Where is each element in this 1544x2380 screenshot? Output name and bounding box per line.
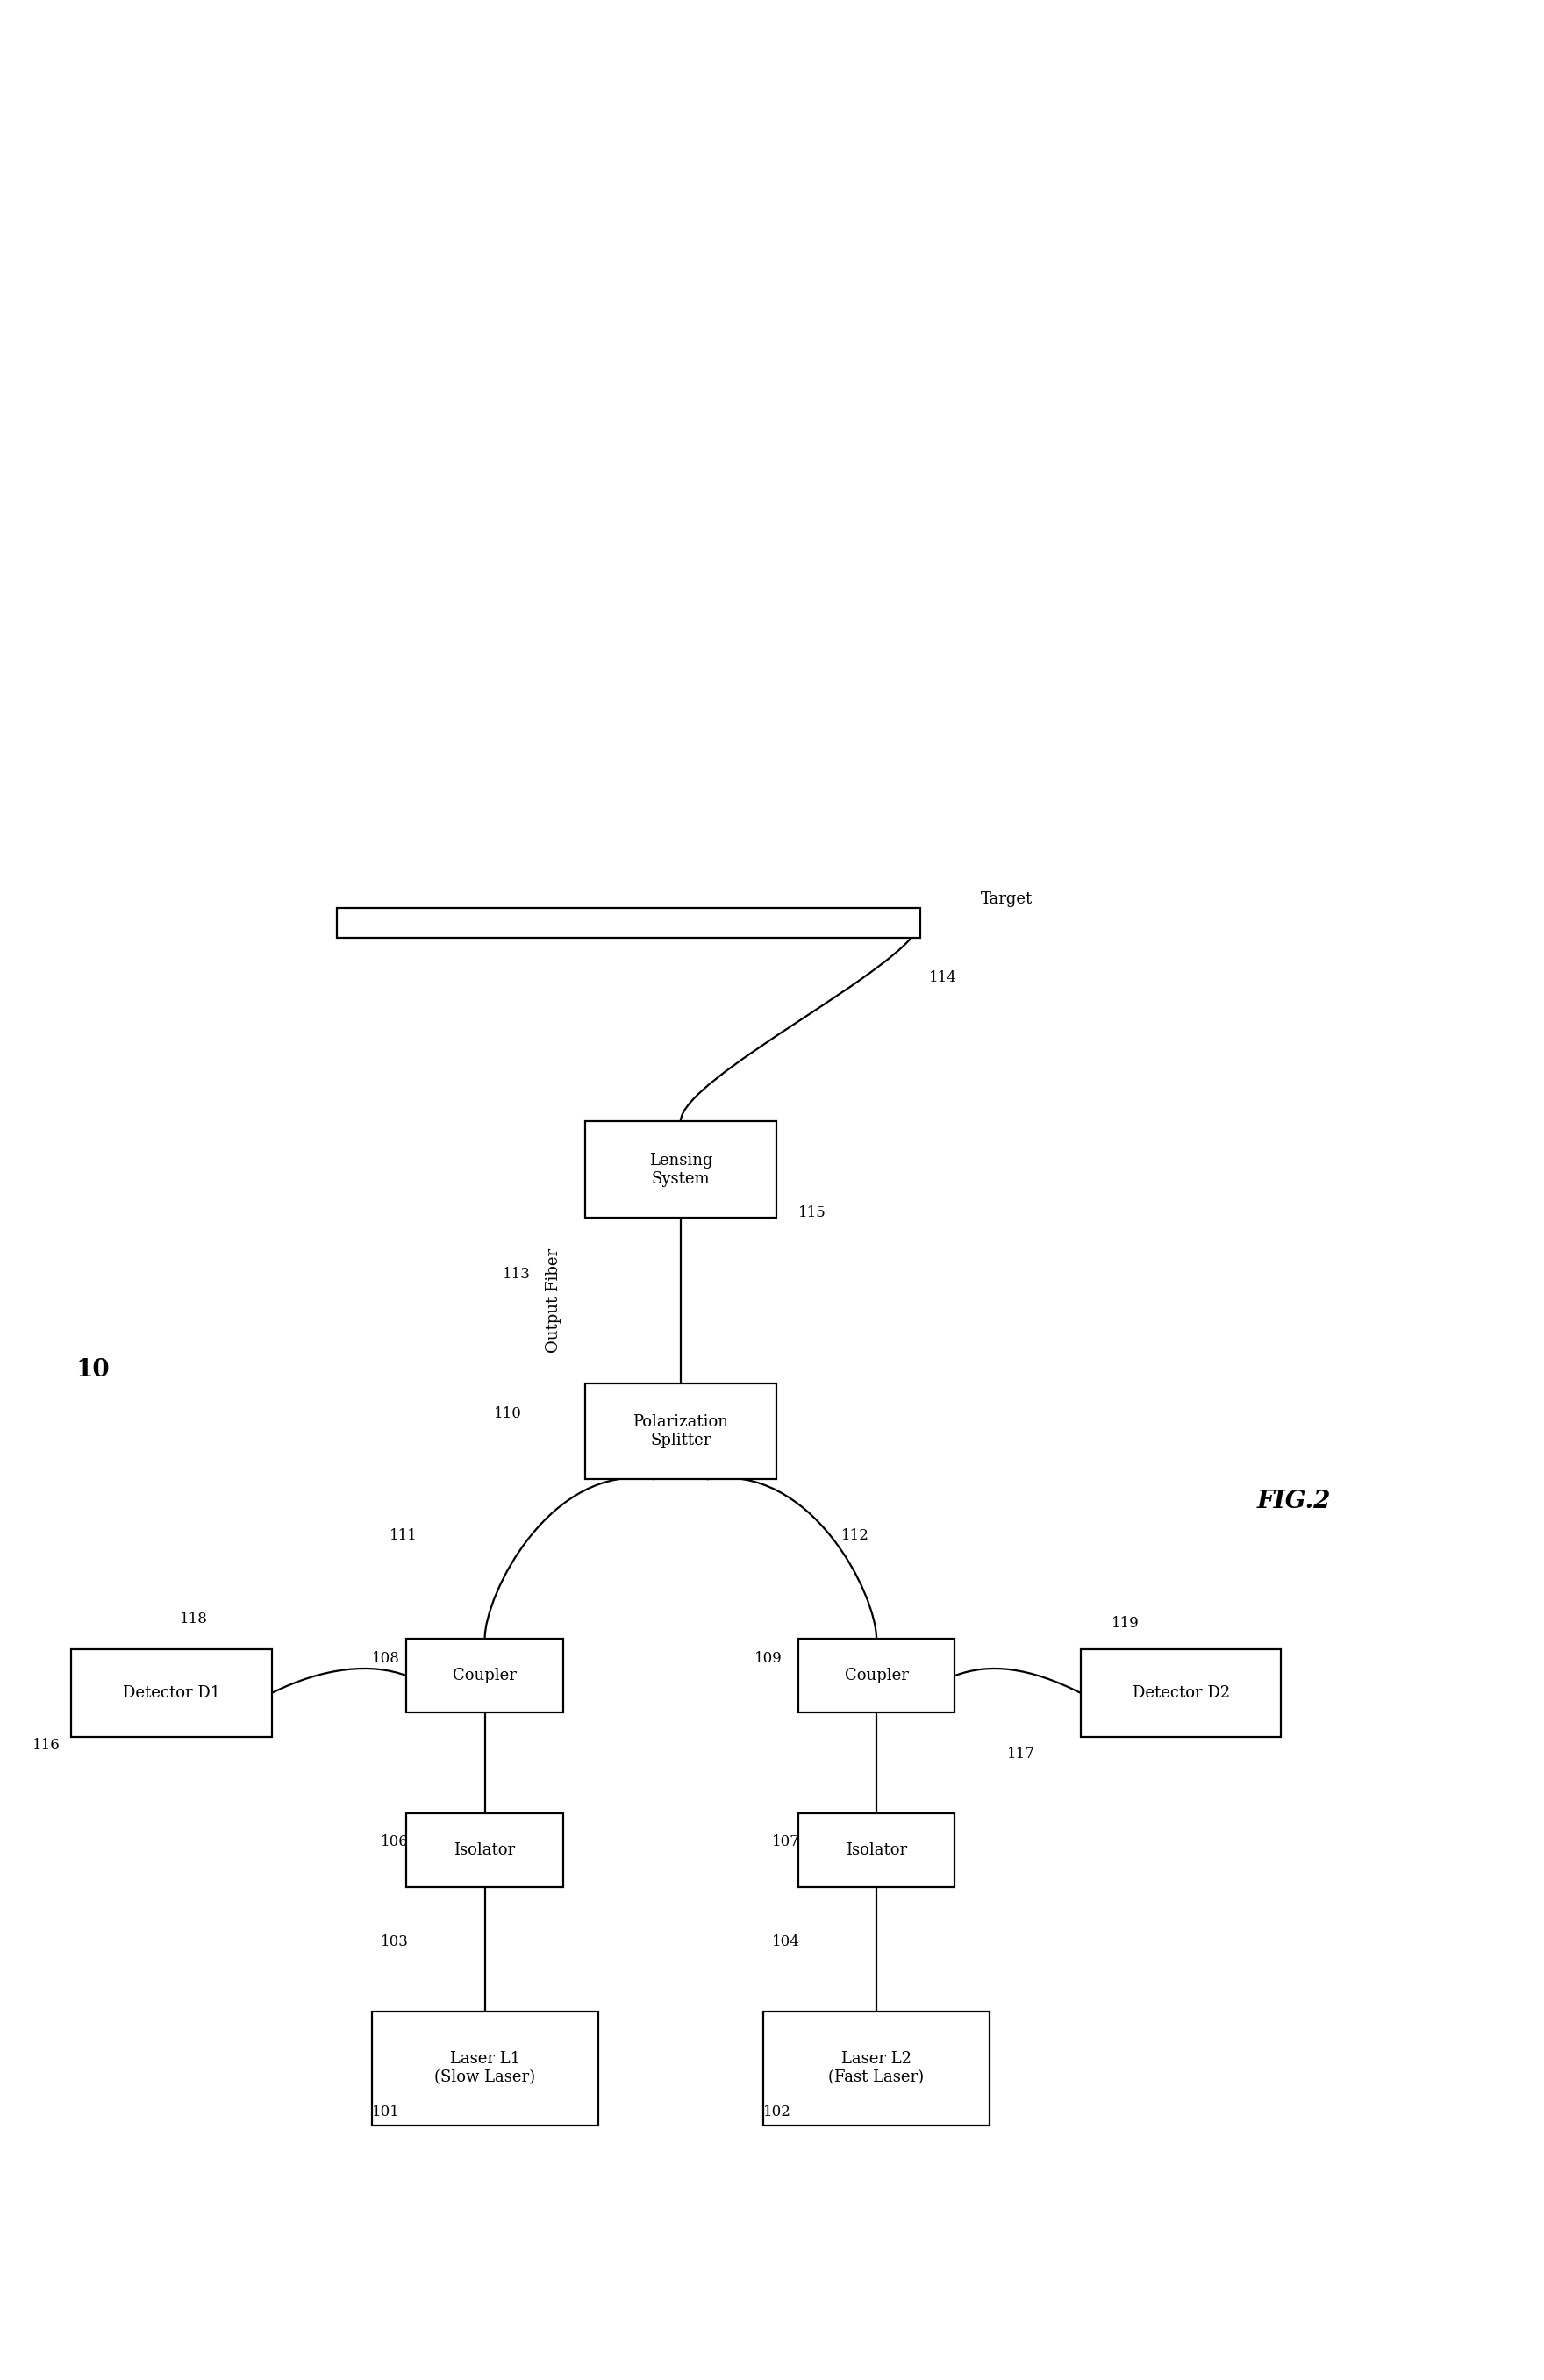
Text: 101: 101 [372,2104,400,2121]
FancyBboxPatch shape [1081,1649,1282,1737]
Text: Isolator: Isolator [846,1842,908,1859]
Text: 103: 103 [380,1935,408,1949]
Text: 110: 110 [494,1407,522,1421]
FancyBboxPatch shape [585,1121,777,1219]
Text: 104: 104 [772,1935,800,1949]
Text: Detector D1: Detector D1 [122,1685,221,1702]
Text: 114: 114 [928,971,957,985]
Text: 109: 109 [755,1652,783,1666]
FancyBboxPatch shape [798,1814,954,1887]
Text: 111: 111 [389,1528,417,1545]
FancyBboxPatch shape [585,1383,777,1480]
Text: Output Fiber: Output Fiber [545,1247,562,1352]
Text: FIG.2: FIG.2 [1257,1490,1331,1514]
Text: 106: 106 [380,1835,408,1849]
FancyBboxPatch shape [372,2011,598,2125]
Text: 116: 116 [32,1737,60,1754]
FancyBboxPatch shape [406,1637,564,1714]
Text: 102: 102 [763,2104,791,2121]
Text: Coupler: Coupler [452,1668,517,1683]
Text: 115: 115 [798,1207,826,1221]
FancyBboxPatch shape [71,1649,272,1737]
FancyBboxPatch shape [337,907,920,938]
FancyBboxPatch shape [406,1814,564,1887]
Text: 10: 10 [76,1359,110,1383]
Text: 119: 119 [1112,1616,1139,1630]
Text: Laser L2
(Fast Laser): Laser L2 (Fast Laser) [829,2052,925,2085]
Text: 112: 112 [841,1528,869,1545]
FancyBboxPatch shape [763,2011,990,2125]
Text: Detector D2: Detector D2 [1132,1685,1231,1702]
Text: Lensing
System: Lensing System [648,1152,712,1188]
Text: 107: 107 [772,1835,800,1849]
Text: Polarization
Splitter: Polarization Splitter [633,1414,729,1449]
Text: Target: Target [980,890,1033,907]
Text: 117: 117 [1007,1747,1034,1761]
Text: 113: 113 [502,1266,530,1283]
Text: Laser L1
(Slow Laser): Laser L1 (Slow Laser) [434,2052,536,2085]
Text: 108: 108 [372,1652,400,1666]
Text: Coupler: Coupler [845,1668,908,1683]
FancyBboxPatch shape [798,1637,954,1714]
Text: 118: 118 [181,1611,208,1626]
Text: Isolator: Isolator [454,1842,516,1859]
